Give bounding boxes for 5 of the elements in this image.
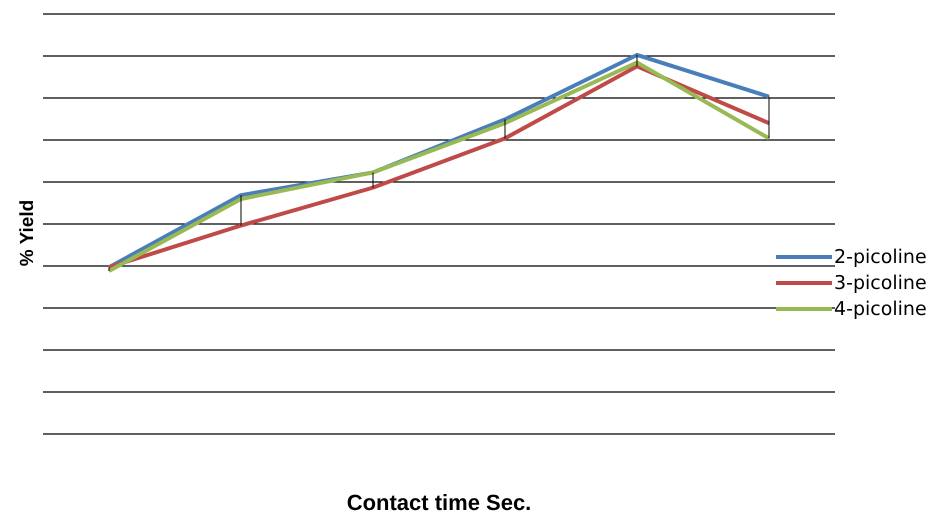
x-axis-title: Contact time Sec. bbox=[346, 490, 532, 514]
legend-label: 2-picoline bbox=[834, 245, 927, 270]
legend-label: 4-picoline bbox=[834, 297, 927, 322]
y-axis-title: % Yield bbox=[17, 200, 39, 266]
legend-label: 3-picoline bbox=[834, 271, 927, 296]
